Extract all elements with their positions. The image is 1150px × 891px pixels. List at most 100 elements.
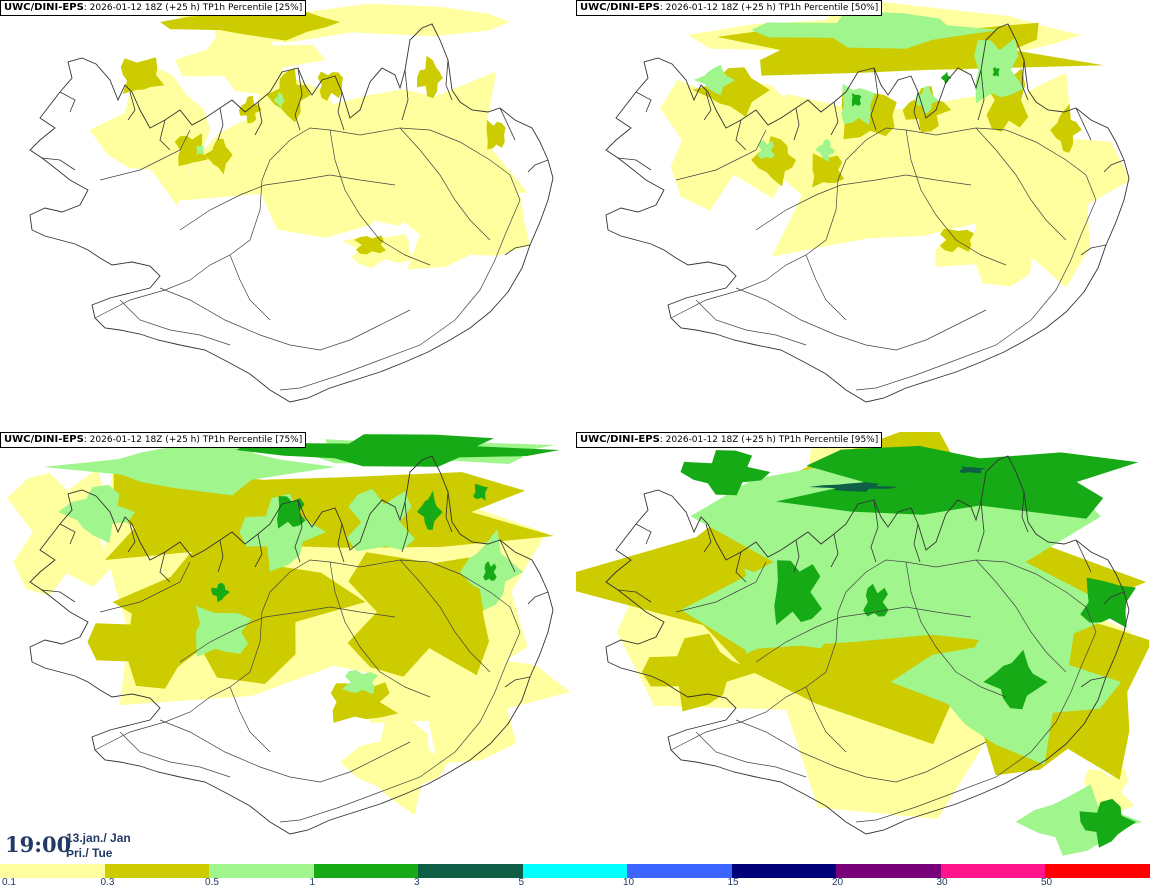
road-line <box>94 127 521 391</box>
precip-area <box>974 38 1025 104</box>
legend-tick-label: 5 <box>518 877 525 888</box>
precip-area <box>808 482 898 492</box>
legend-swatch <box>209 864 314 878</box>
coastline <box>605 23 1130 403</box>
fjord-line <box>635 91 652 113</box>
fjord-line <box>735 551 747 583</box>
panel-title: UWC/DINI-EPS: 2026-01-12 18Z (+25 h) TP1… <box>576 0 883 16</box>
fjord-line <box>1080 676 1107 688</box>
precip-area <box>89 62 211 206</box>
road-line <box>695 299 807 346</box>
precip-area <box>239 493 327 572</box>
fjord-line <box>870 67 879 131</box>
legend-swatch <box>0 864 105 878</box>
fjord-line <box>127 523 136 553</box>
road-line <box>119 731 231 778</box>
valid-time: 19:00 <box>5 832 72 857</box>
valid-day: Þri./ Tue <box>66 846 113 860</box>
legend-swatch <box>731 864 836 878</box>
fjord-line <box>617 157 652 171</box>
panel-title: UWC/DINI-EPS: 2026-01-12 18Z (+25 h) TP1… <box>0 432 307 448</box>
road-line <box>735 287 987 351</box>
legend-tick-label: 50 <box>1041 877 1053 888</box>
precip-area <box>274 92 285 109</box>
fjord-line <box>913 91 921 131</box>
precip-area <box>757 140 775 159</box>
precip-area <box>812 153 845 188</box>
road-line <box>99 561 191 613</box>
coastline <box>29 23 554 403</box>
precip-area <box>120 57 165 94</box>
fjord-line <box>445 59 453 101</box>
fjord-line <box>401 501 409 553</box>
map-panel-p50: UWC/DINI-EPS: 2026-01-12 18Z (+25 h) TP1… <box>576 0 1149 429</box>
legend-tick-label: 0.5 <box>205 877 219 888</box>
road-line <box>179 174 396 231</box>
fjord-line <box>527 159 549 173</box>
road-line <box>905 129 1007 266</box>
precip-area <box>340 714 449 815</box>
road-line <box>695 731 807 778</box>
road-line <box>99 129 191 181</box>
precip-area <box>692 67 770 117</box>
fjord-line <box>703 523 712 553</box>
fjord-line <box>793 107 800 141</box>
fjord-line <box>159 119 171 151</box>
precip-area <box>43 438 336 496</box>
fjord-line <box>977 69 985 121</box>
precip-area <box>486 119 506 150</box>
precip-area <box>1050 103 1082 153</box>
precip-area <box>203 138 233 175</box>
road-line <box>735 719 987 783</box>
precip-area <box>196 145 205 156</box>
road-line <box>670 559 1097 823</box>
precip-area <box>238 95 262 124</box>
precip-area <box>680 450 771 496</box>
fjord-line <box>1080 244 1107 256</box>
fjord-line <box>294 67 303 131</box>
precip-area <box>347 552 502 677</box>
fjord-line <box>1021 491 1029 533</box>
panel-divider-horizontal <box>0 429 1150 432</box>
fjord-line <box>1103 159 1125 173</box>
precip-area <box>941 71 952 84</box>
precip-map-p75 <box>7 434 571 835</box>
fjord-line <box>499 539 516 573</box>
map-panel-p25: UWC/DINI-EPS: 2026-01-12 18Z (+25 h) TP1… <box>0 0 573 429</box>
road-line <box>94 559 521 823</box>
precip-area <box>195 605 252 657</box>
precip-area <box>357 615 571 764</box>
valid-time-box: 19:00 13.jan./ Jan Þri./ Tue <box>0 826 148 862</box>
precip-area <box>58 484 136 543</box>
fjord-line <box>830 101 839 136</box>
road-line <box>805 686 847 753</box>
fjord-line <box>527 591 549 605</box>
road-line <box>670 127 1097 391</box>
precip-area <box>416 490 443 531</box>
precip-area <box>174 133 208 167</box>
legend-swatch <box>1045 864 1150 878</box>
fjord-line <box>217 107 224 141</box>
road-line <box>329 561 431 698</box>
map-panel-p95: UWC/DINI-EPS: 2026-01-12 18Z (+25 h) TP1… <box>576 432 1149 861</box>
legend-swatch <box>940 864 1045 878</box>
color-legend: 0.1 0.3 0.5 1 3 5 10 15 20 30 50 <box>0 862 1150 891</box>
fjord-line <box>445 491 453 533</box>
legend-tick-label: 15 <box>727 877 739 888</box>
road-line <box>329 129 431 266</box>
legend-tick-label: 10 <box>623 877 635 888</box>
fjord-line <box>41 589 76 603</box>
panel-title: UWC/DINI-EPS: 2026-01-12 18Z (+25 h) TP1… <box>576 432 883 448</box>
legend-tick-label: 0.3 <box>100 877 115 888</box>
precip-area <box>750 10 1000 49</box>
precip-area <box>693 64 736 96</box>
precip-area <box>211 582 230 603</box>
fjord-line <box>1075 539 1092 573</box>
fjord-line <box>294 499 303 563</box>
fjord-line <box>127 91 136 121</box>
precip-area <box>815 139 835 163</box>
road-line <box>119 299 231 346</box>
road-line <box>755 606 972 663</box>
fjord-line <box>703 91 712 121</box>
precip-area <box>473 483 488 501</box>
